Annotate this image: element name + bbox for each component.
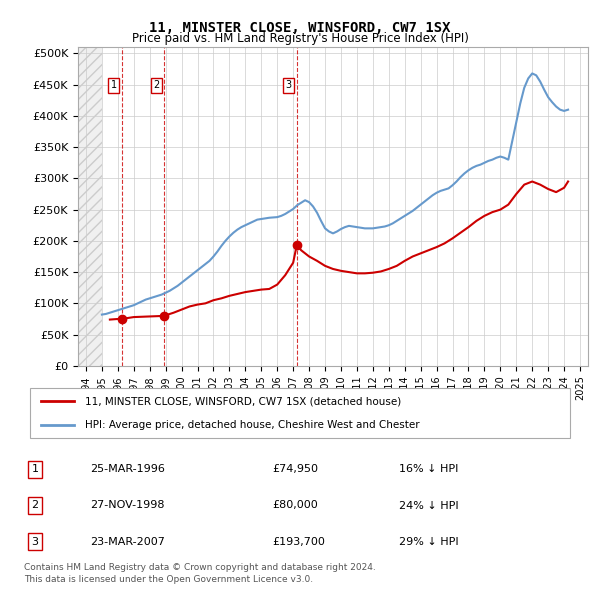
Text: 16% ↓ HPI: 16% ↓ HPI	[400, 464, 459, 474]
Text: 29% ↓ HPI: 29% ↓ HPI	[400, 536, 459, 546]
Text: 2: 2	[31, 500, 38, 510]
Text: 1: 1	[110, 80, 116, 90]
Text: 1: 1	[32, 464, 38, 474]
FancyBboxPatch shape	[29, 388, 571, 438]
Text: HPI: Average price, detached house, Cheshire West and Chester: HPI: Average price, detached house, Ches…	[85, 419, 419, 430]
Text: Price paid vs. HM Land Registry's House Price Index (HPI): Price paid vs. HM Land Registry's House …	[131, 32, 469, 45]
Text: 24% ↓ HPI: 24% ↓ HPI	[400, 500, 459, 510]
Bar	[78, 47, 102, 366]
Text: This data is licensed under the Open Government Licence v3.0.: This data is licensed under the Open Gov…	[24, 575, 313, 584]
Text: £193,700: £193,700	[272, 536, 325, 546]
Text: 2: 2	[153, 80, 159, 90]
Text: 25-MAR-1996: 25-MAR-1996	[90, 464, 165, 474]
Text: Contains HM Land Registry data © Crown copyright and database right 2024.: Contains HM Land Registry data © Crown c…	[24, 563, 376, 572]
Text: 11, MINSTER CLOSE, WINSFORD, CW7 1SX: 11, MINSTER CLOSE, WINSFORD, CW7 1SX	[149, 21, 451, 35]
Text: 23-MAR-2007: 23-MAR-2007	[90, 536, 165, 546]
Text: 27-NOV-1998: 27-NOV-1998	[90, 500, 165, 510]
Text: 3: 3	[286, 80, 292, 90]
Text: £74,950: £74,950	[272, 464, 319, 474]
Text: 11, MINSTER CLOSE, WINSFORD, CW7 1SX (detached house): 11, MINSTER CLOSE, WINSFORD, CW7 1SX (de…	[85, 396, 401, 407]
Text: 3: 3	[32, 536, 38, 546]
Text: £80,000: £80,000	[272, 500, 318, 510]
